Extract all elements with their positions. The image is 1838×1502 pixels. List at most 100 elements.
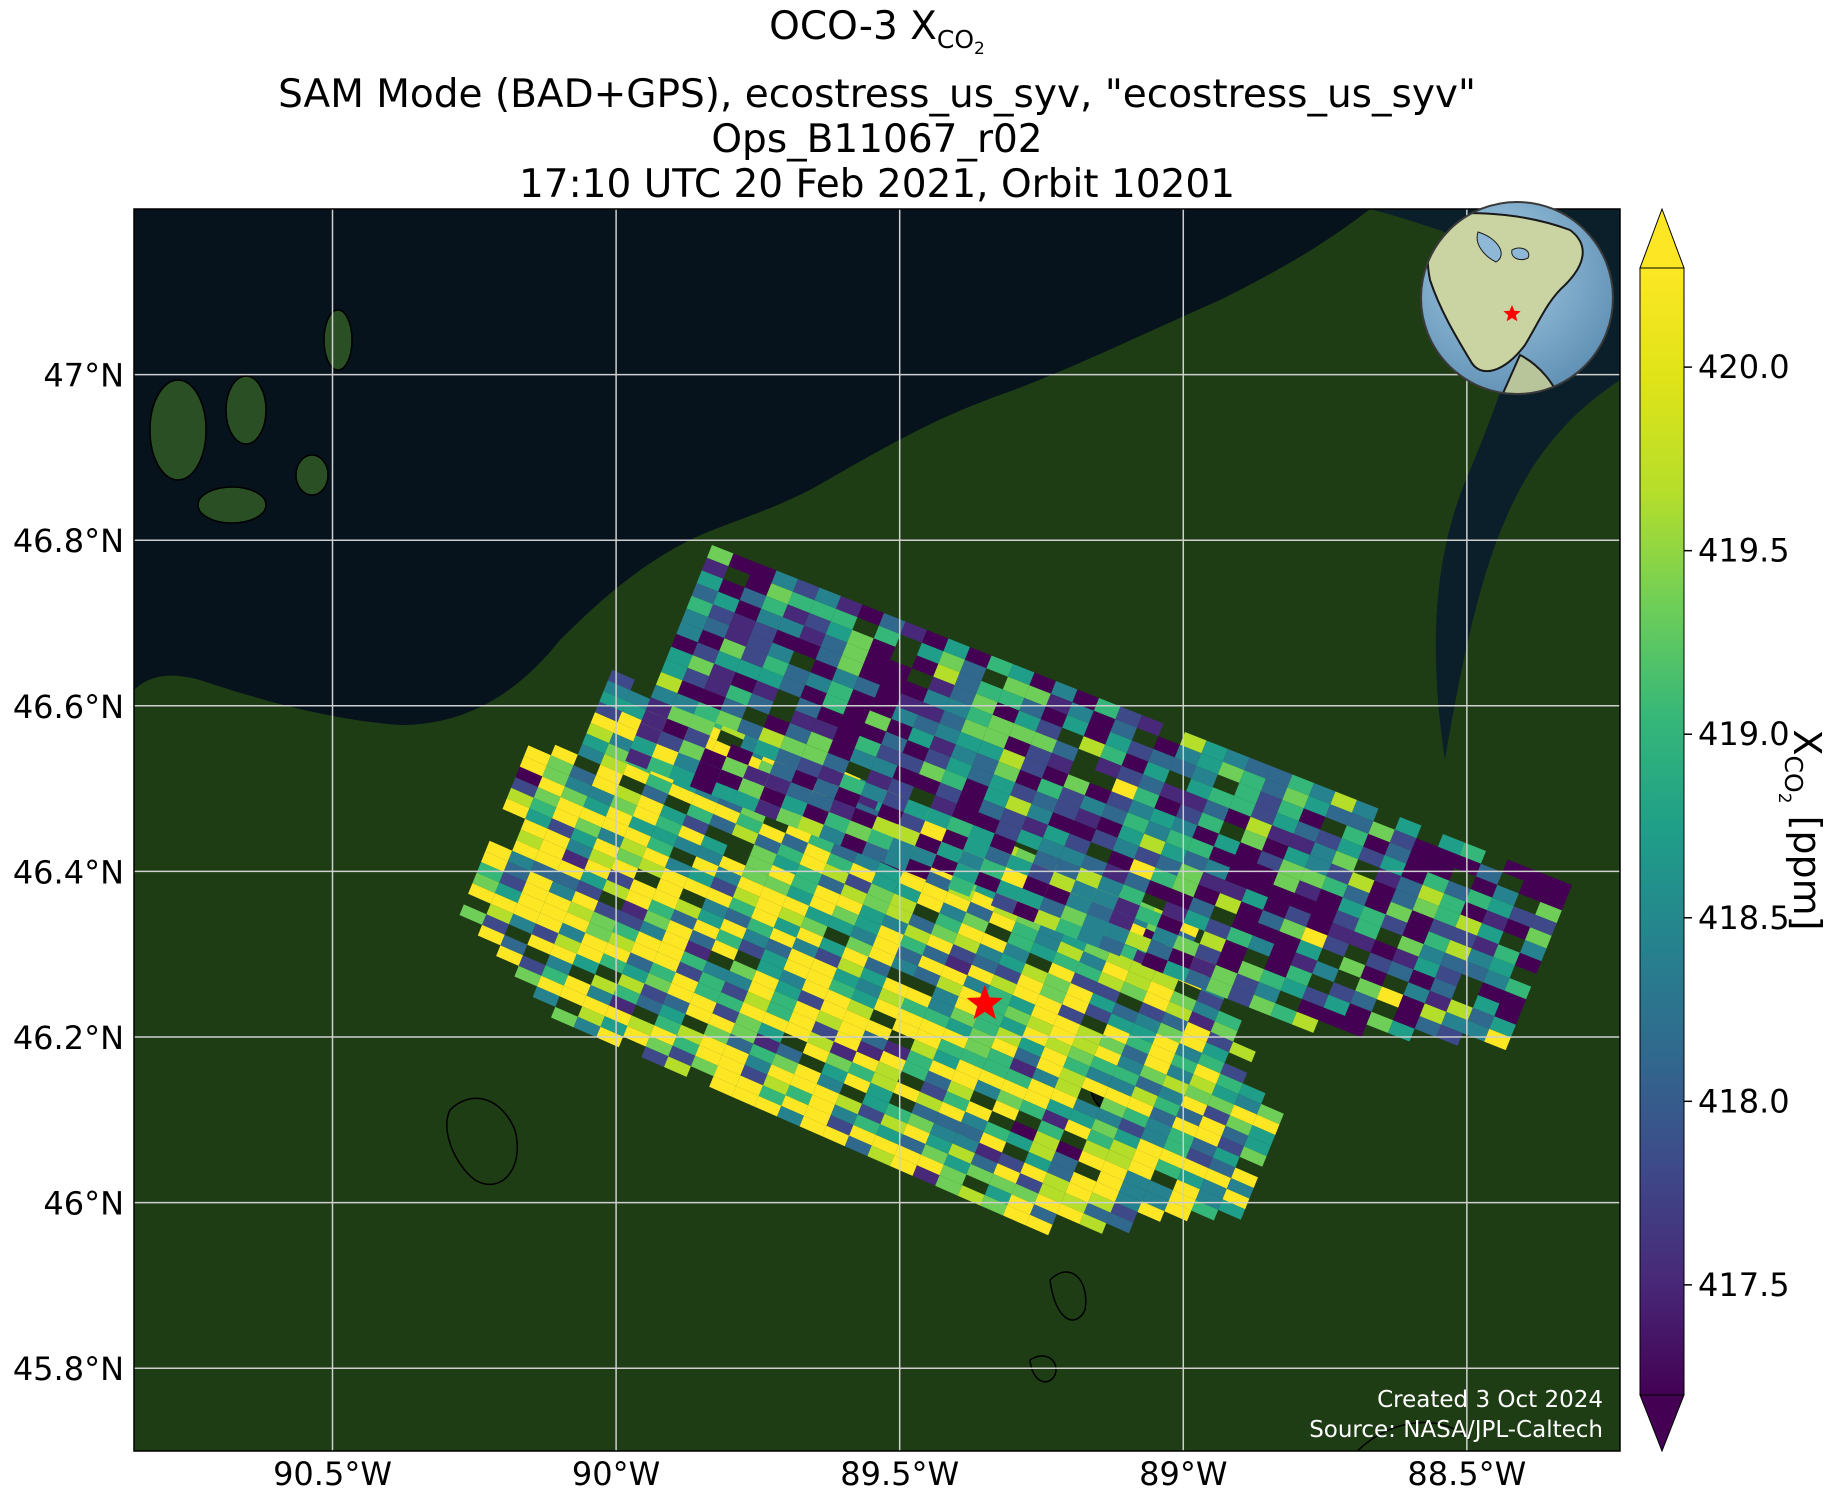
xco2-footprint — [959, 659, 987, 681]
xco2-footprint — [713, 1065, 741, 1087]
colorbar-ticks: 417.5 418.0 418.5 419.0 419.5 420.0 — [1684, 348, 1790, 1304]
xco2-footprint — [1069, 820, 1097, 842]
xco2-footprint — [1026, 803, 1054, 825]
xco2-footprint — [1345, 1003, 1372, 1025]
xco2-footprint — [1104, 1086, 1131, 1108]
xco2-footprint — [946, 816, 974, 838]
xco2-footprint — [715, 710, 742, 732]
xco2-footprint — [1033, 909, 1061, 931]
xco2-footprint — [1429, 978, 1457, 1000]
xco2-footprint — [655, 672, 683, 694]
xco2-footprint — [912, 1165, 940, 1186]
xco2-footprint — [921, 1144, 949, 1165]
xco2-footprint — [972, 752, 999, 775]
lake-superior — [134, 209, 1370, 725]
xco2-footprint — [935, 1175, 963, 1196]
xco2-footprint — [847, 629, 874, 652]
xco2-footprint — [1041, 1109, 1069, 1130]
xco2-footprint — [983, 786, 1011, 808]
gridlines — [134, 209, 1620, 1451]
xco2-footprint — [858, 904, 886, 925]
xco2-footprint — [544, 891, 572, 913]
xco2-footprint — [772, 629, 800, 651]
xco2-footprint — [1167, 1127, 1195, 1148]
xco2-footprint — [1050, 1088, 1078, 1109]
xco2-footprint — [656, 878, 684, 899]
xco2-footprint — [826, 852, 854, 874]
xco2-footprint — [783, 958, 811, 980]
xco2-footprint — [1121, 1044, 1149, 1065]
xco2-footprint — [1129, 1023, 1157, 1044]
xco2-footprint — [1106, 791, 1133, 813]
xco2-footprint — [802, 803, 829, 825]
xco2-footprint — [1296, 999, 1324, 1021]
lat-tick-label: 46.4°N — [13, 853, 124, 891]
xco2-footprint — [1202, 799, 1230, 821]
xco2-footprint — [939, 710, 966, 732]
xco2-footprint — [1312, 960, 1339, 983]
xco2-footprint — [1322, 935, 1349, 957]
xco2-footprint — [1230, 1104, 1257, 1126]
xco2-footprint — [1244, 1135, 1271, 1157]
xco2-footprint — [1229, 795, 1256, 817]
colorbar-tick-label: 418.5 — [1698, 899, 1790, 937]
xco2-footprint — [837, 655, 864, 677]
xco2-footprint — [846, 999, 874, 1020]
xco2-footprint — [608, 932, 635, 953]
xco2-footprint — [952, 863, 980, 885]
target-site-star-icon — [966, 984, 1003, 1020]
xco2-footprint — [1083, 1202, 1111, 1224]
xco2-footprint — [889, 893, 917, 914]
xco2-footprint — [961, 1111, 988, 1133]
xco2-footprint — [1145, 880, 1172, 902]
xco2-footprint — [696, 570, 724, 592]
xco2-footprint — [490, 893, 518, 914]
xco2-footprint — [947, 875, 975, 897]
xco2-footprint — [1263, 897, 1290, 919]
xco2-footprint — [1095, 1108, 1123, 1129]
xco2-footprint — [954, 996, 982, 1017]
xco2-footprint — [830, 608, 858, 630]
xco2-footprint — [630, 735, 657, 757]
xco2-footprint — [1339, 1016, 1367, 1038]
xco2-footprint — [923, 1007, 951, 1029]
xco2-footprint — [1285, 965, 1313, 987]
xco2-footprint — [1199, 1178, 1227, 1200]
xco2-footprint — [794, 638, 821, 660]
xco2-footprint — [1316, 888, 1343, 911]
xco2-footprint — [1265, 766, 1293, 788]
xco2-footprint — [1221, 939, 1248, 961]
xco2-footprint — [779, 969, 806, 990]
xco2-footprint — [1245, 816, 1273, 838]
xco2-footprint — [1433, 906, 1461, 928]
xco2-footprint — [1120, 981, 1148, 1003]
xco2-footprint — [891, 956, 918, 977]
xco2-footprint — [700, 835, 728, 856]
xco2-footprint — [1260, 778, 1288, 800]
xco2-footprint — [1050, 681, 1078, 703]
xco2-footprint — [1156, 914, 1184, 936]
xco2-footprint — [1427, 859, 1455, 881]
xco2-footprint — [1198, 871, 1226, 893]
xco2-footprint — [787, 948, 815, 969]
xco2-footprint — [921, 881, 948, 903]
xco2-footprint — [885, 659, 912, 681]
xco2-footprint — [830, 842, 858, 863]
xco2-footprint — [1042, 1172, 1070, 1193]
xco2-footprint — [1337, 897, 1365, 919]
xco2-footprint — [943, 1154, 971, 1175]
xco2-footprint — [738, 939, 766, 960]
xco2-footprint — [978, 799, 1005, 821]
xco2-footprint — [940, 769, 968, 791]
xco2-footprint — [721, 981, 748, 1002]
xco2-footprint — [1467, 1007, 1495, 1029]
xco2-footprint — [509, 913, 536, 935]
xco2-footprint — [1193, 1063, 1221, 1085]
xco2-footprint — [652, 888, 679, 910]
xco2-footprint — [990, 892, 1018, 914]
xco2-footprint — [552, 807, 579, 829]
xco2-footprint — [1138, 1002, 1166, 1023]
xco2-footprint — [702, 961, 730, 982]
xco2-footprint — [1217, 761, 1245, 783]
xco2-footprint — [1269, 943, 1296, 966]
